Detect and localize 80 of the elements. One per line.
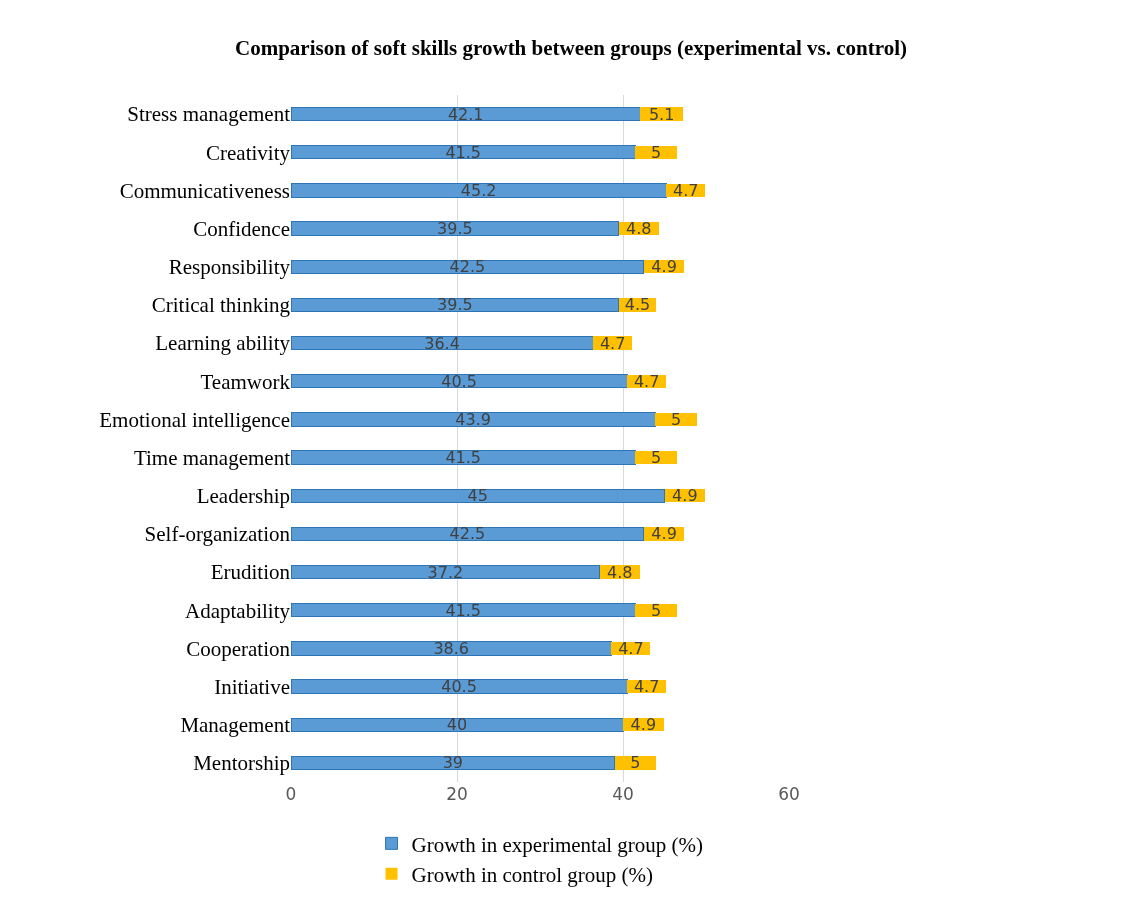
y-tick-label: Self-organization (144, 522, 291, 547)
bar (291, 564, 601, 580)
bar (291, 145, 636, 160)
data-label: 5 (651, 448, 662, 468)
data-label: 4.7 (618, 638, 644, 658)
y-tick-label: Leadership (196, 484, 290, 509)
data-label: 4.9 (651, 524, 677, 544)
y-tick-label: Creativity (206, 140, 291, 165)
x-tick-label: 20 (446, 784, 468, 804)
data-label: 39.5 (437, 295, 473, 315)
data-label: 4.9 (630, 715, 657, 735)
bar (291, 183, 667, 198)
y-tick-label: Adaptability (185, 598, 291, 623)
x-tick-label: 60 (778, 784, 800, 804)
y-tick-label: Confidence (193, 216, 290, 241)
y-tick-label: Initiative (214, 674, 290, 699)
bar (291, 335, 594, 351)
y-tick-label: Teamwork (200, 369, 291, 394)
data-label: 4.9 (672, 486, 698, 506)
bar (291, 526, 645, 542)
y-tick-label: Critical thinking (151, 293, 291, 318)
bar (291, 297, 620, 313)
y-tick-label: Responsibility (168, 255, 291, 280)
data-label: 4.7 (672, 180, 699, 200)
y-tick-label: Cooperation (186, 636, 291, 661)
y-tick-label: Communicativeness (119, 178, 290, 203)
data-label: 38.6 (433, 638, 469, 658)
data-label: 4.9 (651, 257, 677, 277)
bar (291, 450, 636, 465)
legend-label: Growth in experimental group (%) (411, 832, 704, 857)
data-label: 39.5 (437, 219, 473, 239)
data-label: 5 (651, 600, 662, 620)
data-label: 4.7 (633, 677, 660, 697)
bar (291, 755, 616, 771)
data-label: 42.5 (449, 524, 486, 544)
data-label: 4.7 (599, 333, 626, 353)
bar (291, 221, 620, 236)
data-label: 5 (671, 409, 682, 429)
data-label: 41.5 (445, 600, 482, 620)
data-label: 5 (630, 753, 641, 773)
data-label: 5 (651, 142, 662, 162)
y-tick-label: Erudition (210, 560, 291, 585)
data-label: 45 (467, 486, 488, 506)
data-label: 4.8 (626, 219, 652, 239)
bar (291, 374, 628, 389)
bar (291, 259, 645, 274)
bar (614, 756, 657, 770)
data-label: 4.5 (624, 295, 651, 315)
data-label: 40.5 (441, 371, 477, 391)
data-label: 39 (442, 753, 464, 773)
data-label: 40 (446, 715, 468, 735)
data-label: 5.1 (648, 104, 675, 124)
bar (291, 106, 641, 122)
bar (291, 717, 624, 732)
data-label: 4.7 (633, 371, 660, 391)
bar (291, 412, 656, 427)
y-tick-label: Emotional intelligence (99, 407, 290, 432)
data-label: 41.5 (445, 448, 482, 468)
bar (291, 603, 636, 618)
data-label: 41.5 (445, 142, 482, 162)
y-tick-label: Mentorship (193, 751, 290, 776)
data-label: 45.2 (460, 180, 497, 200)
y-tick-label: Time management (133, 445, 291, 470)
chart-title: Comparison of soft skills growth between groups (experimental vs. control) (235, 36, 907, 61)
y-tick-label: Stress management (127, 102, 291, 127)
legend-label: Growth in control group (%) (411, 862, 653, 887)
x-tick-label: 0 (285, 784, 297, 804)
bar (291, 641, 612, 656)
bar (291, 679, 628, 694)
y-tick-label: Management (180, 713, 291, 738)
data-label: 42.1 (447, 104, 484, 124)
data-label: 40.5 (441, 677, 477, 697)
data-label: 4.8 (606, 562, 633, 582)
x-tick-label: 40 (612, 784, 634, 804)
bar (291, 488, 665, 503)
y-tick-label: Learning ability (155, 331, 291, 356)
data-label: 43.9 (455, 409, 491, 429)
data-label: 37.2 (427, 562, 464, 582)
data-label: 42.5 (449, 257, 486, 277)
data-label: 36.4 (424, 333, 460, 353)
